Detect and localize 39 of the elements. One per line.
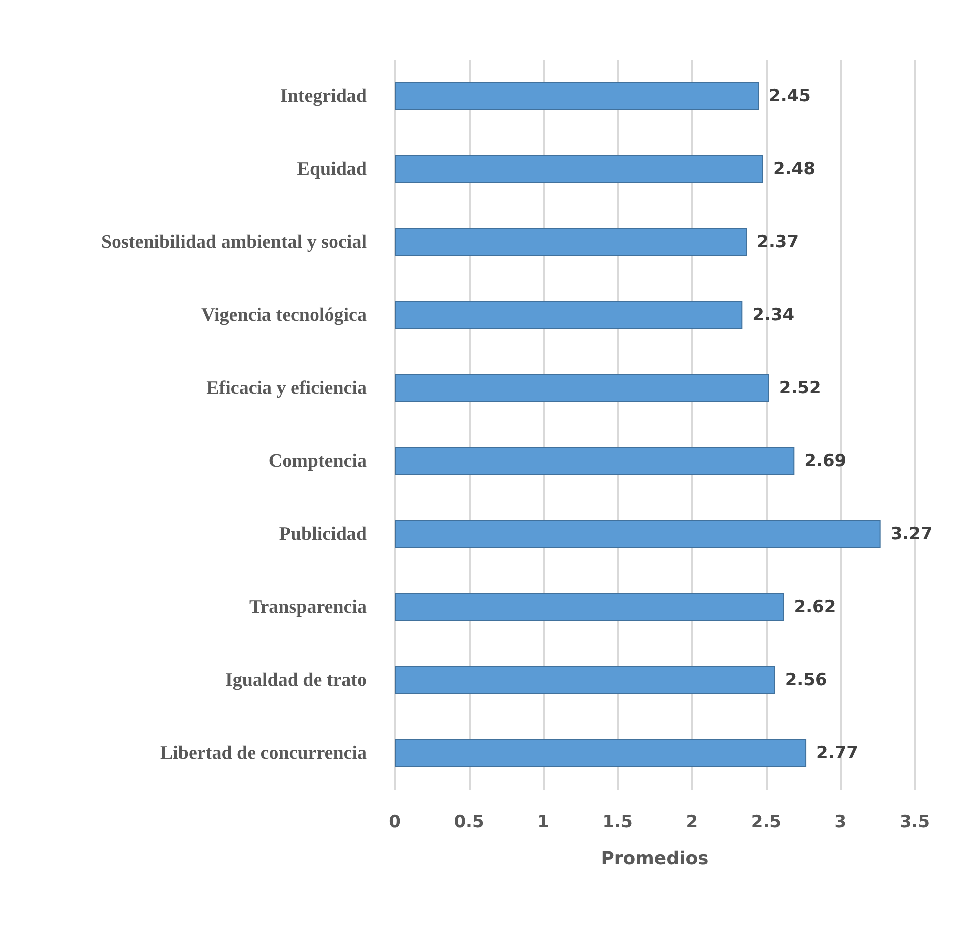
data-label: 2.48 xyxy=(773,160,816,180)
y-tick-label: Igualdad de trato xyxy=(226,670,367,691)
data-label: 2.77 xyxy=(816,744,858,764)
y-tick-label: Transparencia xyxy=(249,597,368,618)
y-tick-label: Sostenibilidad ambiental y social xyxy=(101,232,367,253)
x-tick-label: 0 xyxy=(389,812,402,832)
bar xyxy=(395,448,795,476)
x-axis-title: Promedios xyxy=(601,848,709,870)
bar xyxy=(395,374,770,402)
x-tick-label: 2.5 xyxy=(751,812,782,832)
x-tick-label: 1 xyxy=(538,812,550,832)
data-label: 2.69 xyxy=(804,452,847,472)
y-tick-label: Comptencia xyxy=(268,451,368,472)
bar xyxy=(395,520,881,548)
y-tick-label: Eficacia y eficiencia xyxy=(206,378,368,399)
data-label: 2.37 xyxy=(757,232,800,252)
y-tick-label: Vigencia tecnológica xyxy=(201,305,368,326)
data-label: 2.56 xyxy=(785,670,828,690)
bar xyxy=(395,156,764,184)
bar xyxy=(395,82,759,110)
y-tick-label: Libertad de concurrencia xyxy=(160,743,368,764)
x-tick-label: 3 xyxy=(834,812,847,832)
x-tick-label: 0.5 xyxy=(454,812,484,832)
bar xyxy=(395,740,807,768)
bar xyxy=(395,302,743,330)
y-tick-label: Integridad xyxy=(280,86,368,107)
data-label: 2.45 xyxy=(769,86,811,106)
data-label: 3.27 xyxy=(890,524,933,544)
y-tick-label: Publicidad xyxy=(279,524,368,545)
x-tick-label: 1.5 xyxy=(602,812,633,832)
data-label: 2.52 xyxy=(779,378,822,398)
bar xyxy=(395,228,748,256)
data-label: 2.34 xyxy=(752,306,795,326)
bar xyxy=(395,594,784,622)
bar xyxy=(395,666,776,694)
x-tick-label: 3.5 xyxy=(900,812,930,832)
y-tick-label: Equidad xyxy=(297,159,368,180)
data-label: 2.62 xyxy=(794,598,836,618)
x-tick-label: 2 xyxy=(686,812,698,832)
